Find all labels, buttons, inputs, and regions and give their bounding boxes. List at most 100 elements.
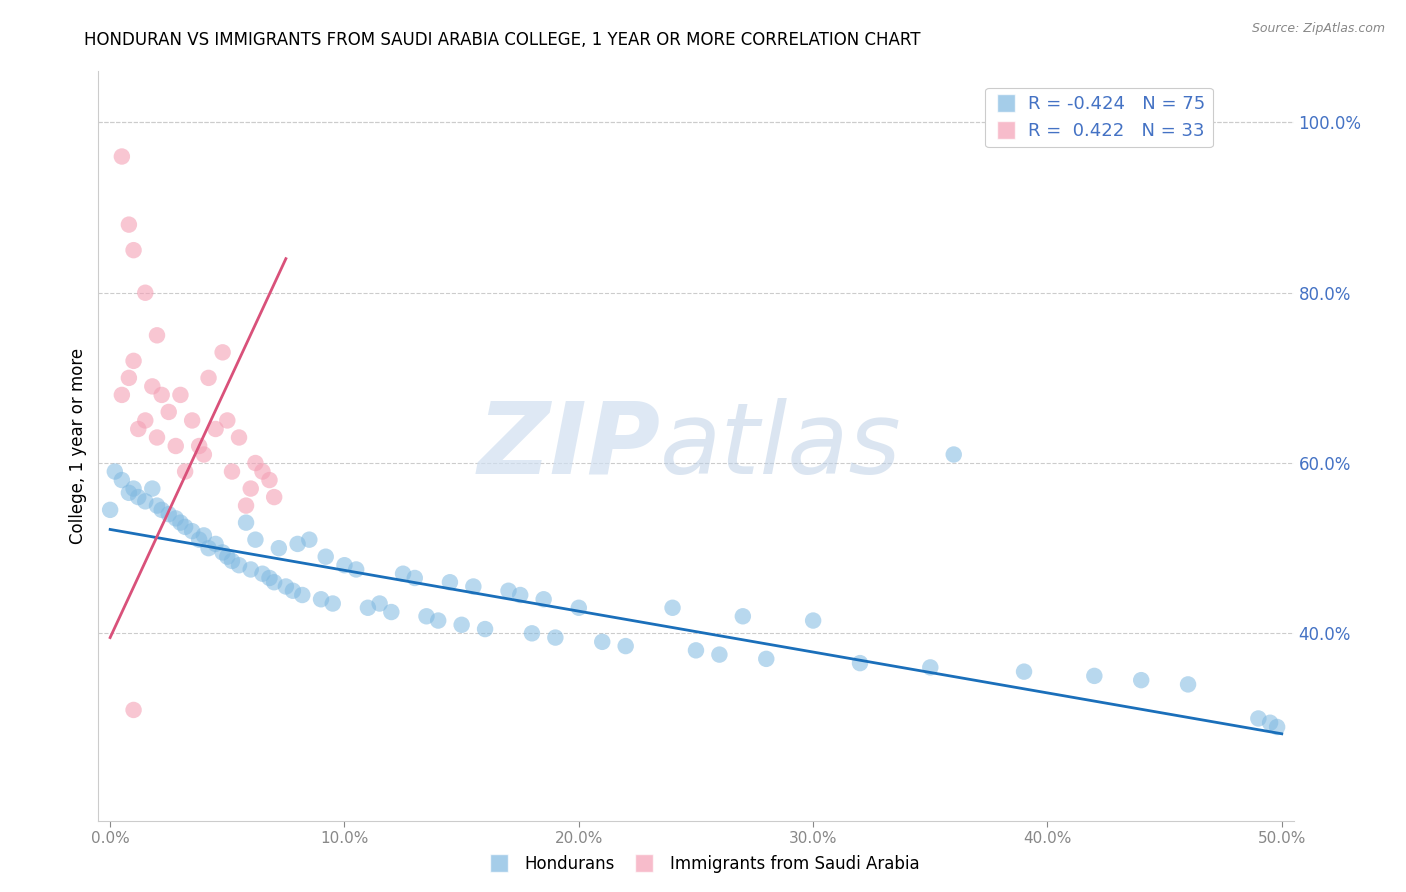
Point [150, 503, 173, 517]
Point [181, 524, 204, 538]
Point [141, 379, 163, 393]
Point [169, 516, 191, 530]
Point [1177, 677, 1199, 691]
Point [111, 149, 134, 163]
Point [1083, 669, 1105, 683]
Point [122, 354, 145, 368]
Point [146, 430, 169, 444]
Point [591, 635, 613, 649]
Point [146, 499, 169, 513]
Point [259, 571, 281, 585]
Point [127, 490, 149, 504]
Point [193, 528, 215, 542]
Point [221, 554, 243, 568]
Point [157, 507, 180, 521]
Point [463, 580, 485, 594]
Point [287, 537, 309, 551]
Point [181, 413, 204, 427]
Point [134, 494, 156, 508]
Point [141, 482, 163, 496]
Point [165, 511, 187, 525]
Point [165, 439, 187, 453]
Point [239, 562, 262, 576]
Point [267, 541, 290, 556]
Point [157, 405, 180, 419]
Point [661, 600, 683, 615]
Point [122, 482, 145, 496]
Point [344, 562, 367, 576]
Point [221, 465, 243, 479]
Point [263, 490, 285, 504]
Point [228, 558, 250, 573]
Point [197, 371, 219, 385]
Point [755, 652, 778, 666]
Point [357, 600, 380, 615]
Text: atlas: atlas [661, 398, 901, 494]
Text: Source: ZipAtlas.com: Source: ZipAtlas.com [1251, 22, 1385, 36]
Point [263, 575, 285, 590]
Point [1258, 715, 1281, 730]
Point [368, 597, 391, 611]
Point [188, 533, 211, 547]
Text: HONDURAN VS IMMIGRANTS FROM SAUDI ARABIA COLLEGE, 1 YEAR OR MORE CORRELATION CHA: HONDURAN VS IMMIGRANTS FROM SAUDI ARABIA… [84, 31, 921, 49]
Point [509, 588, 531, 602]
Point [533, 592, 555, 607]
Point [709, 648, 731, 662]
Point [259, 473, 281, 487]
Point [146, 328, 169, 343]
Point [427, 614, 450, 628]
Point [1247, 711, 1270, 725]
Point [111, 473, 134, 487]
Point [174, 520, 197, 534]
Point [298, 533, 321, 547]
Point [498, 583, 520, 598]
Point [474, 622, 496, 636]
Y-axis label: College, 1 year or more: College, 1 year or more [69, 348, 87, 544]
Point [235, 516, 257, 530]
Point [1130, 673, 1153, 688]
Point [801, 614, 824, 628]
Point [193, 448, 215, 462]
Point [217, 413, 239, 427]
Point [415, 609, 437, 624]
Point [245, 533, 267, 547]
Point [252, 465, 274, 479]
Point [685, 643, 707, 657]
Point [309, 592, 332, 607]
Point [291, 588, 314, 602]
Point [111, 388, 134, 402]
Point [134, 413, 156, 427]
Point [520, 626, 543, 640]
Point [252, 566, 274, 581]
Point [849, 656, 872, 670]
Point [274, 580, 297, 594]
Legend: Hondurans, Immigrants from Saudi Arabia: Hondurans, Immigrants from Saudi Arabia [479, 848, 927, 880]
Point [188, 439, 211, 453]
Point [1265, 720, 1288, 734]
Point [380, 605, 402, 619]
Point [204, 537, 226, 551]
Point [1012, 665, 1035, 679]
Point [315, 549, 337, 564]
Point [228, 430, 250, 444]
Point [439, 575, 461, 590]
Point [174, 465, 197, 479]
Point [127, 422, 149, 436]
Point [281, 583, 304, 598]
Point [122, 243, 145, 257]
Point [150, 388, 173, 402]
Point [211, 545, 233, 559]
Point [235, 499, 257, 513]
Point [942, 448, 965, 462]
Point [568, 600, 591, 615]
Point [118, 371, 141, 385]
Point [169, 388, 191, 402]
Point [245, 456, 267, 470]
Point [392, 566, 415, 581]
Point [544, 631, 567, 645]
Text: ZIP: ZIP [477, 398, 661, 494]
Point [118, 218, 141, 232]
Point [731, 609, 754, 624]
Point [197, 541, 219, 556]
Point [211, 345, 233, 359]
